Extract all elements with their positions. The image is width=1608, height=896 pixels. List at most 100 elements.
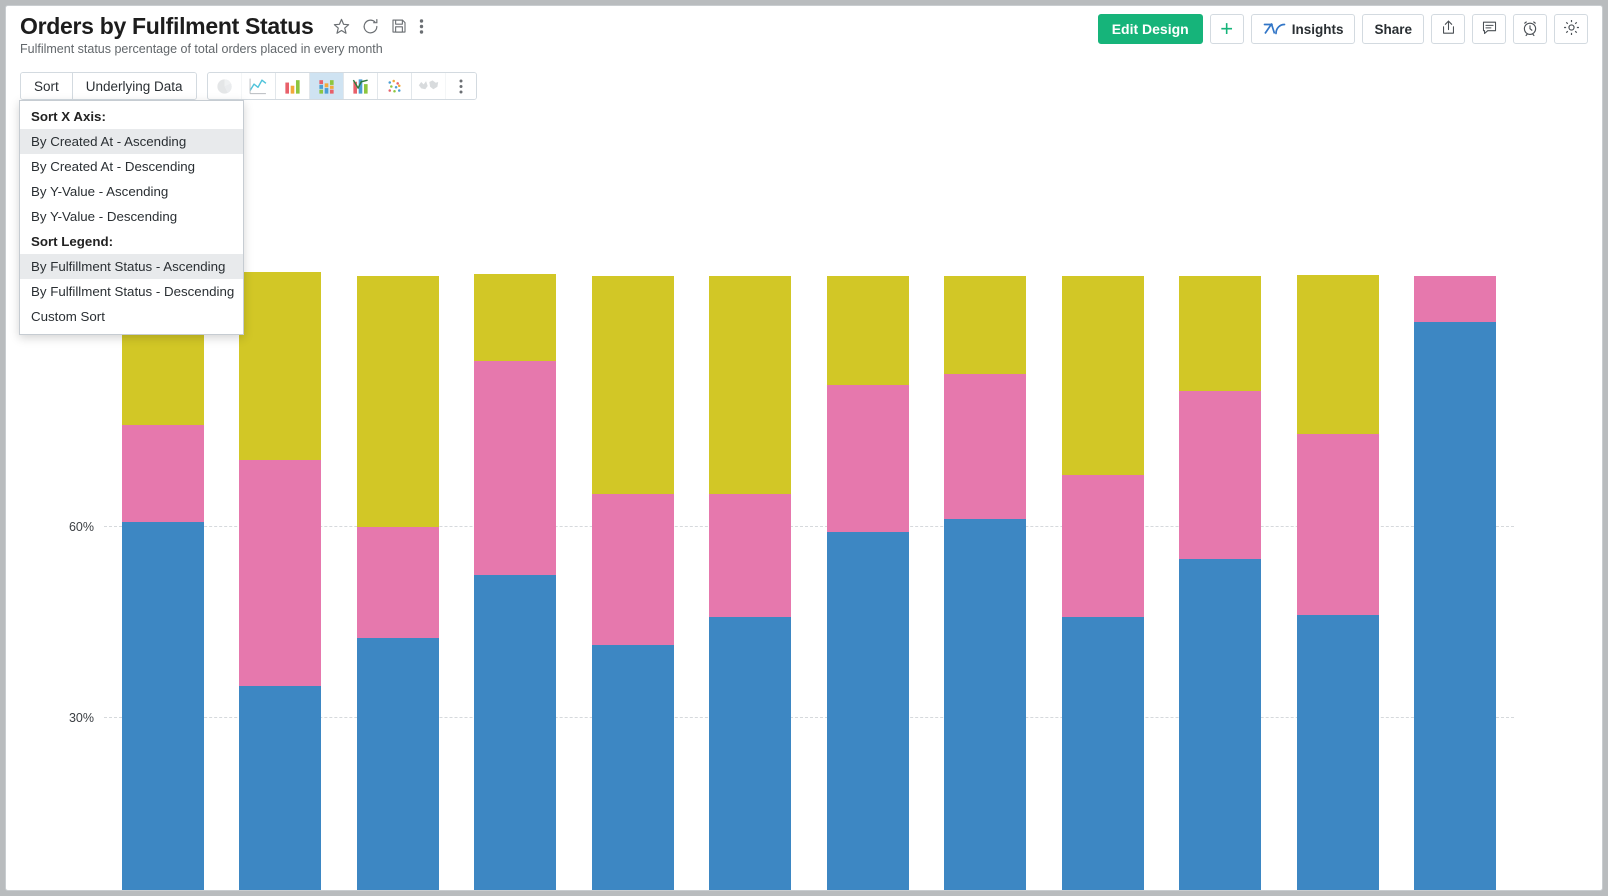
bar-segment-fulfilled[interactable] — [944, 518, 1027, 890]
bar-segment-partial[interactable] — [1061, 474, 1144, 618]
stacked-bar[interactable] — [1179, 275, 1262, 890]
pie-chart-icon[interactable] — [207, 73, 242, 99]
stacked-bar-chart-icon[interactable] — [309, 73, 344, 99]
bar-segment-fulfilled[interactable] — [121, 521, 204, 890]
add-button[interactable]: + — [1209, 14, 1244, 44]
bar-segment-restocked[interactable] — [239, 272, 322, 460]
stacked-bar[interactable] — [121, 272, 204, 890]
dashboard-window: Orders by Fulfilment Status — [5, 5, 1603, 891]
comment-button[interactable] — [1472, 14, 1506, 44]
menu-item-y-value-descending[interactable]: By Y-Value - Descending — [31, 209, 178, 224]
bar-column: Feb 2021 — [1162, 272, 1280, 890]
title-row: Orders by Fulfilment Status — [20, 12, 1588, 40]
bar-column: Oct 2020 — [692, 272, 810, 890]
dropdown-heading-sort-x-axis: Sort X Axis: — [31, 109, 106, 124]
gear-icon — [1562, 18, 1581, 40]
bar-segment-fulfilled[interactable] — [1179, 559, 1262, 890]
bar-segment-restocked[interactable] — [826, 275, 909, 385]
bar-segment-restocked[interactable] — [709, 275, 792, 494]
zia-insights-button[interactable]: Insights — [1250, 14, 1356, 44]
bar-segment-partial[interactable] — [709, 493, 792, 617]
tab-underlying-data[interactable]: Underlying Data — [72, 73, 196, 99]
bar-column: Jan 2021 — [1044, 272, 1162, 890]
bar-segment-partial[interactable] — [474, 361, 557, 576]
bar-segment-partial[interactable] — [944, 373, 1027, 519]
stacked-bar[interactable] — [709, 275, 792, 890]
stacked-bar[interactable] — [826, 275, 909, 890]
stacked-bar[interactable] — [239, 272, 322, 890]
bar-series-container: May 2020Jun 2020Jul 2020Aug 2020Sep 2020… — [104, 272, 1515, 890]
bar-segment-restocked[interactable] — [591, 275, 674, 494]
bar-segment-restocked[interactable] — [474, 273, 557, 362]
map-chart-icon[interactable] — [411, 73, 446, 99]
edit-design-button[interactable]: Edit Design — [1097, 14, 1203, 44]
bar-segment-partial[interactable] — [1296, 434, 1379, 616]
save-icon[interactable] — [390, 17, 409, 36]
y-axis-tick-label: 30% — [68, 710, 94, 725]
bar-column: Aug 2020 — [457, 272, 575, 890]
chart-toolbar: Sort Underlying Data — [20, 70, 1602, 100]
share-button[interactable]: Share — [1362, 14, 1424, 44]
bar-segment-fulfilled[interactable] — [474, 575, 557, 890]
line-chart-icon[interactable] — [241, 73, 276, 99]
menu-item-created-at-ascending[interactable]: By Created At - Ascending — [20, 129, 243, 154]
more-options-icon[interactable] — [419, 17, 424, 36]
bar-column: Nov 2020 — [809, 272, 927, 890]
chart-type-group — [206, 72, 477, 100]
bar-segment-partial[interactable] — [1179, 390, 1262, 560]
comment-icon — [1481, 19, 1498, 39]
stacked-bar[interactable] — [474, 273, 557, 890]
y-axis-tick-label: 60% — [68, 519, 94, 534]
bar-segment-fulfilled[interactable] — [1061, 617, 1144, 890]
bar-segment-partial[interactable] — [239, 459, 322, 687]
stacked-bar[interactable] — [944, 275, 1027, 890]
scatter-chart-icon[interactable] — [377, 73, 412, 99]
bar-column: Jun 2020 — [222, 272, 340, 890]
bar-segment-restocked[interactable] — [356, 275, 439, 527]
alarm-button[interactable] — [1513, 14, 1547, 44]
bar-segment-fulfilled[interactable] — [709, 616, 792, 890]
plot-area: 0%30%60% May 2020Jun 2020Jul 2020Aug 202… — [69, 272, 1515, 890]
gridline: 30% — [69, 711, 1514, 725]
bar-segment-restocked[interactable] — [944, 275, 1027, 374]
bar-segment-restocked[interactable] — [1296, 275, 1379, 435]
bar-segment-fulfilled[interactable] — [356, 637, 439, 890]
bar-segment-partial[interactable] — [591, 493, 674, 645]
bar-chart-icon[interactable] — [275, 73, 310, 99]
refresh-icon[interactable] — [361, 17, 380, 36]
menu-item-y-value-ascending[interactable]: By Y-Value - Ascending — [31, 184, 169, 199]
stacked-bar[interactable] — [356, 275, 439, 890]
bar-segment-fulfilled[interactable] — [239, 686, 322, 890]
bar-segment-restocked[interactable] — [1061, 275, 1144, 475]
favorite-star-icon[interactable] — [332, 17, 351, 36]
bar-segment-partial[interactable] — [1414, 275, 1497, 323]
bar-column: Sep 2020 — [574, 272, 692, 890]
menu-item-created-at-descending[interactable]: By Created At - Descending — [31, 159, 196, 174]
tab-sort[interactable]: Sort — [21, 73, 73, 99]
bar-segment-partial[interactable] — [826, 384, 909, 532]
stacked-bar[interactable] — [1061, 275, 1144, 890]
bar-segment-fulfilled[interactable] — [1414, 322, 1497, 890]
settings-button[interactable] — [1554, 14, 1588, 44]
combo-chart-icon[interactable] — [343, 73, 378, 99]
bar-column: Mar 2021 — [1279, 272, 1397, 890]
gridline: 60% — [69, 520, 1514, 534]
bar-column: Dec 2020 — [927, 272, 1045, 890]
stacked-bar[interactable] — [1296, 275, 1379, 890]
bar-segment-fulfilled[interactable] — [1296, 615, 1379, 890]
stacked-bar[interactable] — [1414, 275, 1497, 890]
bar-segment-fulfilled[interactable] — [591, 644, 674, 890]
menu-item-fulfillment-status-descending[interactable]: By Fulfillment Status - Descending — [31, 284, 235, 299]
bar-segment-partial[interactable] — [356, 526, 439, 638]
more-chart-types-icon[interactable] — [445, 73, 476, 99]
stacked-bar[interactable] — [591, 275, 674, 890]
sort-dropdown-menu: Sort X Axis: By Created At - Ascending B… — [19, 100, 244, 335]
bar-segment-partial[interactable] — [121, 424, 204, 522]
bar-segment-restocked[interactable] — [1179, 275, 1262, 391]
menu-item-fulfillment-status-ascending[interactable]: By Fulfillment Status - Ascending — [20, 254, 243, 279]
bar-column: May 2020 — [104, 272, 222, 890]
export-button[interactable] — [1431, 14, 1465, 44]
bar-segment-fulfilled[interactable] — [826, 531, 909, 890]
menu-item-custom-sort[interactable]: Custom Sort — [31, 309, 105, 324]
bar-column: Apr 2021 — [1397, 272, 1515, 890]
